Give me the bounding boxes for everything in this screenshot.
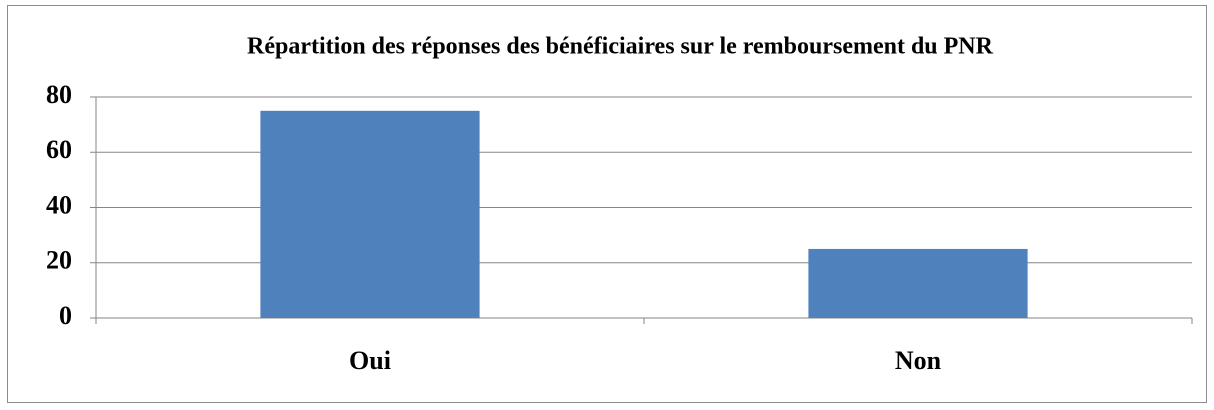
y-tick-label: 60 [46,135,72,164]
x-tick-label: Non [895,346,942,375]
y-tick-label: 20 [46,246,72,275]
y-tick-label: 40 [46,190,72,219]
x-tick-label: Oui [349,346,391,375]
bar [260,110,480,318]
chart-title: Répartition des réponses des bénéficiair… [247,34,994,60]
bar [808,248,1028,318]
y-tick-label: 80 [46,80,72,109]
y-tick-label: 0 [59,301,72,330]
chart-border [7,5,1207,403]
